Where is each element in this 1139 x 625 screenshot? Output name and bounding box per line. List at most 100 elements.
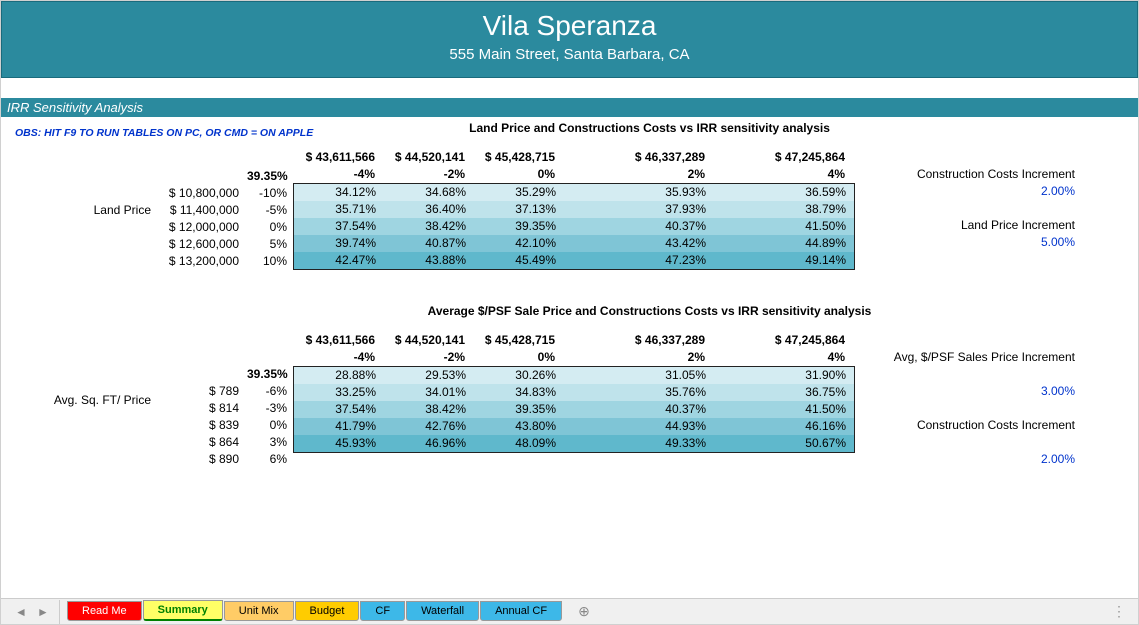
construction-cost-increment-value-2: 2.00%	[875, 451, 1075, 468]
table-cell: 43.88%	[384, 252, 474, 269]
table-cell: 34.83%	[474, 384, 564, 401]
table-cell: 35.29%	[474, 184, 564, 201]
table-row: 41.79%42.76%43.80%44.93%46.16%	[294, 418, 854, 435]
table-row: 45.93%46.96%48.09%49.33%50.67%	[294, 435, 854, 452]
table-cell: 49.33%	[564, 435, 714, 452]
add-sheet-icon[interactable]: ⊕	[571, 603, 597, 620]
table-cell: 45.93%	[294, 435, 384, 452]
tab-unit-mix[interactable]: Unit Mix	[224, 601, 294, 621]
construction-cost-increment-value: 2.00%	[875, 183, 1075, 200]
col-dollar-header: $ 43,611,566	[293, 149, 383, 166]
row-pct-label: 3%	[247, 434, 293, 451]
table-cell: 35.76%	[564, 384, 714, 401]
col-pct-header: 4%	[713, 349, 853, 366]
table-cell: 29.53%	[384, 367, 474, 384]
col-dollar-header: $ 44,520,141	[383, 149, 473, 166]
table2-row-label: Avg. Sq. FT/ Price	[7, 332, 157, 468]
table-row: 42.47%43.88%45.49%47.23%49.14%	[294, 252, 854, 269]
col-dollar-header: $ 45,428,715	[473, 332, 563, 349]
table1-row-values: $ 10,800,000$ 11,400,000$ 12,000,000$ 12…	[157, 149, 247, 270]
row-value-label: $ 11,400,000	[157, 202, 247, 219]
table-cell: 42.10%	[474, 235, 564, 252]
table2-grid-area: $ 43,611,566$ 44,520,141$ 45,428,715$ 46…	[293, 332, 855, 468]
table-cell: 37.54%	[294, 401, 384, 418]
table-cell: 36.75%	[714, 384, 854, 401]
col-pct-header: -2%	[383, 349, 473, 366]
col-pct-header: -4%	[293, 166, 383, 183]
table-cell: 47.23%	[564, 252, 714, 269]
row-pct-label: -6%	[247, 383, 293, 400]
table-cell: 41.50%	[714, 218, 854, 235]
table-cell: 31.90%	[714, 367, 854, 384]
table-cell: 36.59%	[714, 184, 854, 201]
table2-row-pcts: 39.35% -6%-3%0%3%6%	[247, 332, 293, 468]
row-value-label: $ 10,800,000	[157, 185, 247, 202]
table1-side: Construction Costs Increment 2.00% Land …	[855, 149, 1075, 270]
obs-note: OBS: HIT F9 TO RUN TABLES ON PC, OR CMD …	[7, 117, 387, 149]
col-pct-header: 0%	[473, 166, 563, 183]
land-price-increment-value: 5.00%	[875, 234, 1075, 251]
col-pct-header: -2%	[383, 166, 473, 183]
tab-summary[interactable]: Summary	[143, 600, 223, 621]
base-irr-2: 39.35%	[247, 366, 293, 383]
row-value-label: $ 814	[157, 400, 247, 417]
page-header: Vila Speranza 555 Main Street, Santa Bar…	[1, 1, 1138, 78]
tab-budget[interactable]: Budget	[295, 601, 360, 621]
tab-nav-prev-icon[interactable]: ◄	[11, 603, 31, 621]
table-cell: 28.88%	[294, 367, 384, 384]
col-dollar-header: $ 47,245,864	[713, 149, 853, 166]
table-cell: 48.09%	[474, 435, 564, 452]
tab-options-icon[interactable]: ⋮	[1112, 603, 1128, 620]
table1-grid-area: $ 43,611,566$ 44,520,141$ 45,428,715$ 46…	[293, 149, 855, 270]
row-value-label: $ 890	[157, 451, 247, 468]
row-value-label: $ 13,200,000	[157, 253, 247, 270]
section-title: IRR Sensitivity Analysis	[1, 98, 1138, 117]
row-value-label: $ 839	[157, 417, 247, 434]
table-cell: 39.74%	[294, 235, 384, 252]
project-address: 555 Main Street, Santa Barbara, CA	[2, 46, 1137, 63]
table-cell: 33.25%	[294, 384, 384, 401]
table-cell: 38.79%	[714, 201, 854, 218]
col-pct-header: 2%	[563, 349, 713, 366]
table-cell: 46.96%	[384, 435, 474, 452]
table-cell: 42.47%	[294, 252, 384, 269]
table2-side: Avg, $/PSF Sales Price Increment 3.00% C…	[855, 332, 1075, 468]
table-row: 28.88%29.53%30.26%31.05%31.90%	[294, 367, 854, 384]
col-pct-header: 2%	[563, 166, 713, 183]
table-cell: 37.13%	[474, 201, 564, 218]
tab-grip[interactable]	[59, 600, 67, 624]
col-dollar-header: $ 44,520,141	[383, 332, 473, 349]
project-title: Vila Speranza	[2, 10, 1137, 42]
col-dollar-header: $ 46,337,289	[563, 149, 713, 166]
table-cell: 40.87%	[384, 235, 474, 252]
row-pct-label: 0%	[247, 219, 293, 236]
row-value-label: $ 789	[157, 383, 247, 400]
table-cell: 42.76%	[384, 418, 474, 435]
table-cell: 34.68%	[384, 184, 474, 201]
tab-nav-next-icon[interactable]: ►	[33, 603, 53, 621]
table-cell: 35.71%	[294, 201, 384, 218]
table2-row-values: $ 789$ 814$ 839$ 864$ 890	[157, 332, 247, 468]
table1-row-label: Land Price	[7, 149, 157, 270]
table-cell: 37.93%	[564, 201, 714, 218]
table-row: 35.71%36.40%37.13%37.93%38.79%	[294, 201, 854, 218]
row-pct-label: -10%	[247, 185, 293, 202]
col-dollar-header: $ 46,337,289	[563, 332, 713, 349]
row-value-label: $ 12,600,000	[157, 236, 247, 253]
tab-read-me[interactable]: Read Me	[67, 601, 142, 621]
row-pct-label: 10%	[247, 253, 293, 270]
tab-waterfall[interactable]: Waterfall	[406, 601, 479, 621]
col-pct-header: 0%	[473, 349, 563, 366]
col-dollar-header: $ 47,245,864	[713, 332, 853, 349]
col-dollar-header: $ 43,611,566	[293, 332, 383, 349]
psf-price-increment-value: 3.00%	[875, 383, 1075, 400]
row-value-label: $ 12,000,000	[157, 219, 247, 236]
table-cell: 40.37%	[564, 218, 714, 235]
tab-cf[interactable]: CF	[360, 601, 405, 621]
table-cell: 44.89%	[714, 235, 854, 252]
sensitivity-table-2: Avg. Sq. FT/ Price $ 789$ 814$ 839$ 864$…	[7, 332, 1132, 468]
col-pct-header: -4%	[293, 349, 383, 366]
col-dollar-header: $ 45,428,715	[473, 149, 563, 166]
table-cell: 35.93%	[564, 184, 714, 201]
tab-annual-cf[interactable]: Annual CF	[480, 601, 562, 621]
